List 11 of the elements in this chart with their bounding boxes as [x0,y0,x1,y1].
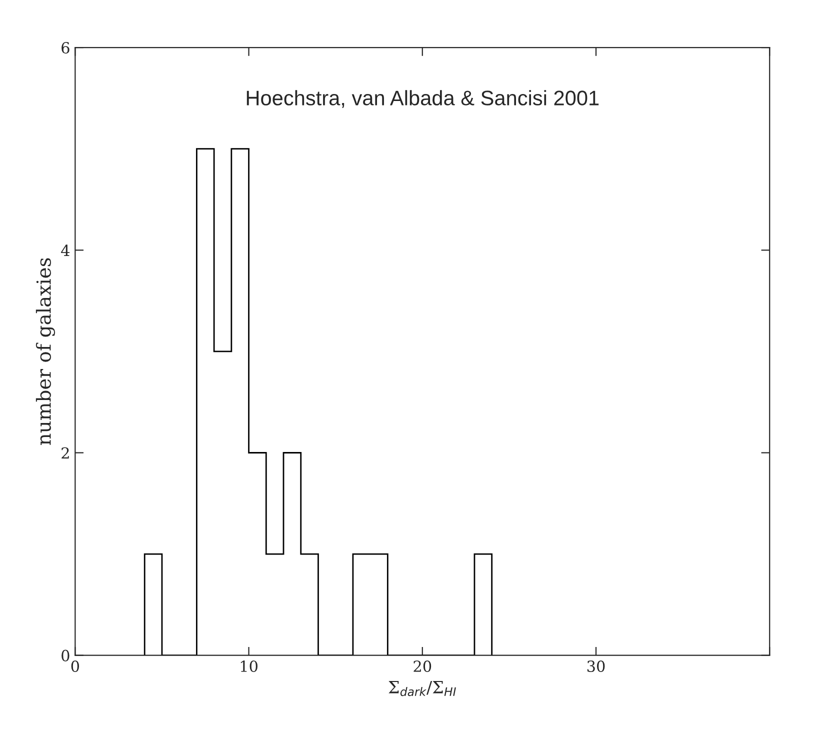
x-tick-label: 10 [240,660,258,672]
annotation: Hoechstra, van Albada & Sancisi 2001 [246,90,599,108]
x-tick-label: 30 [587,660,605,672]
y-tick-label: 2 [62,447,69,459]
y-tick-label: 4 [61,244,70,256]
x-tick-label: 0 [71,660,80,672]
x-tick-label: 20 [414,660,432,672]
x-axis-title: Σ$_{dark}$/Σ$_{HI}$ [388,681,456,696]
y-axis-title: number of galaxies [36,258,56,446]
y-tick-label: 0 [62,650,70,662]
y-tick-label: 6 [62,42,70,54]
